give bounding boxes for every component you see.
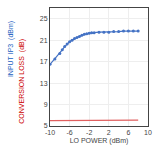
svg-text:-10: -10: [45, 129, 55, 136]
svg-text:25: 25: [40, 15, 48, 22]
svg-text:LO POWER (dBm): LO POWER (dBm): [70, 137, 129, 145]
svg-text:13: 13: [40, 80, 48, 87]
svg-text:9: 9: [44, 101, 48, 108]
svg-text:5: 5: [44, 122, 48, 129]
svg-text:6: 6: [126, 129, 130, 136]
svg-text:CONVERSION LOSS (dB): CONVERSION LOSS (dB): [18, 39, 26, 124]
svg-text:2: 2: [107, 129, 111, 136]
svg-text:INPUT IP3 (dBm): INPUT IP3 (dBm): [7, 21, 15, 77]
svg-text:17: 17: [40, 58, 48, 65]
svg-text:-2: -2: [86, 129, 92, 136]
svg-text:10: 10: [144, 129, 152, 136]
svg-text:21: 21: [40, 37, 48, 44]
svg-text:-6: -6: [66, 129, 72, 136]
